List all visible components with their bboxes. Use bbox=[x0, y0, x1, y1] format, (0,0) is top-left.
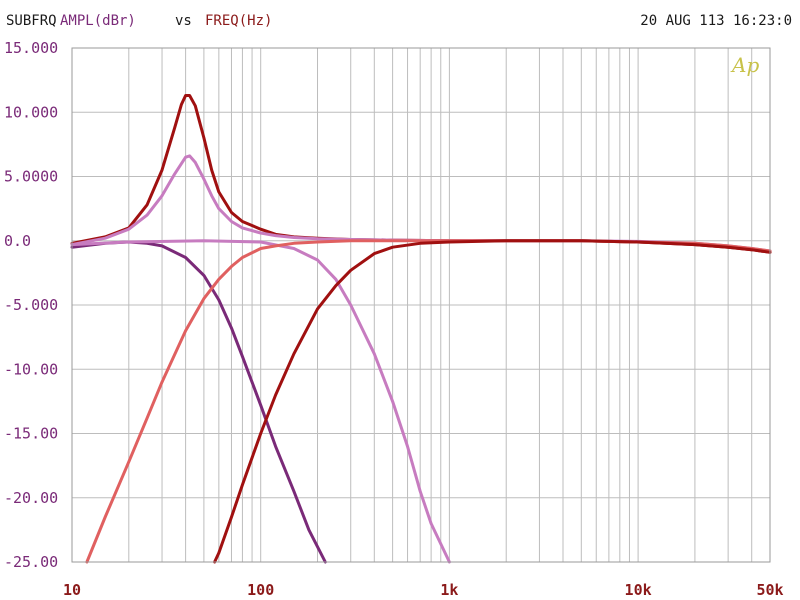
header-timestamp: 20 AUG 113 16:23:0 bbox=[640, 13, 792, 29]
x-tick-label: 10 bbox=[63, 581, 81, 599]
y-tick-label: 15.000 bbox=[4, 39, 58, 57]
plot-border bbox=[71, 47, 771, 563]
x-tick-label: 100 bbox=[247, 581, 274, 599]
series-line-1 bbox=[70, 94, 772, 254]
series-line-2 bbox=[70, 154, 772, 253]
y-tick-label: 5.0000 bbox=[4, 168, 58, 186]
series-line-6 bbox=[213, 239, 772, 564]
series-line-4 bbox=[70, 239, 451, 564]
header-vs: vs bbox=[175, 13, 192, 29]
x-tick-label: 50k bbox=[756, 581, 783, 599]
x-tick-label: 1k bbox=[440, 581, 458, 599]
header-x-quantity: FREQ(Hz) bbox=[205, 13, 272, 29]
y-tick-label: -15.00 bbox=[4, 425, 58, 443]
y-tick-label: -10.00 bbox=[4, 360, 58, 378]
header-y-quantity: AMPL(dBr) bbox=[60, 13, 136, 29]
header-name: SUBFRQ bbox=[6, 13, 57, 29]
curves bbox=[70, 94, 772, 564]
y-tick-label: -5.000 bbox=[4, 296, 58, 314]
axis-labels: 15.000 10.000 5.0000 0.0 -5.000 -10.00 -15.00 -… bbox=[4, 39, 784, 599]
ap-logo: Ap bbox=[730, 53, 759, 77]
grid bbox=[71, 47, 771, 563]
y-tick-label: -25.00 bbox=[4, 553, 58, 571]
series-line-3 bbox=[70, 240, 327, 564]
x-tick-label: 10k bbox=[625, 581, 652, 599]
y-tick-label: 10.000 bbox=[4, 103, 58, 121]
y-tick-label: -20.00 bbox=[4, 489, 58, 507]
y-tick-label: 0.0 bbox=[4, 232, 31, 250]
